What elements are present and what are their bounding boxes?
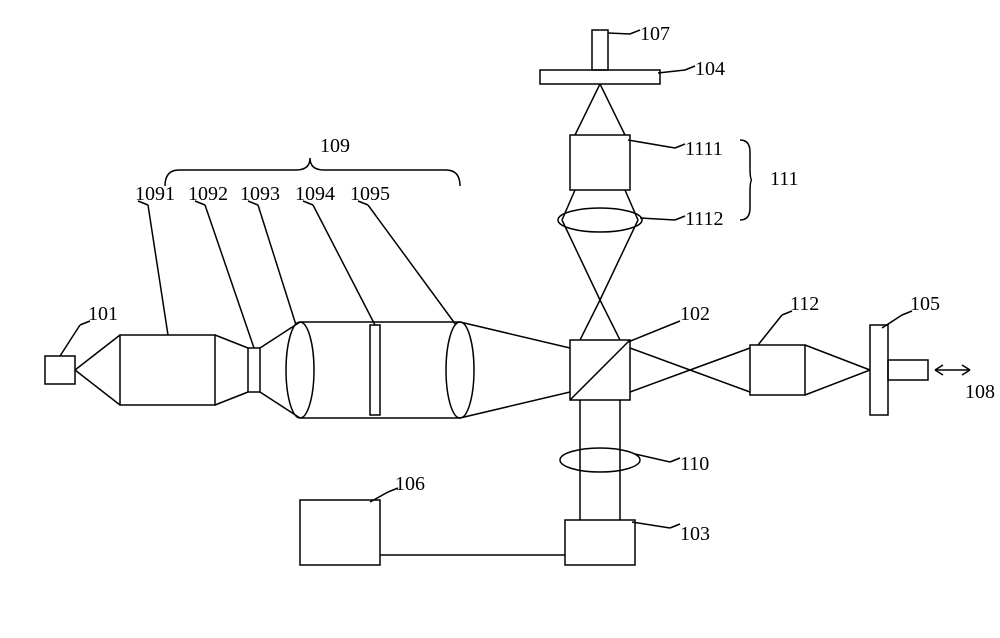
lbl-1111-tick <box>675 144 685 148</box>
lbl-1111-label: 1111 <box>685 138 723 160</box>
lbl-102-label: 102 <box>680 303 710 325</box>
plate-104 <box>540 70 660 84</box>
plate-105 <box>870 325 888 415</box>
lbl-1112-leader <box>640 218 675 220</box>
slit-1092 <box>248 348 260 392</box>
lbl-1094-leader <box>313 205 375 325</box>
lbl-110-label: 110 <box>680 453 709 475</box>
lbl-1094-label: 1094 <box>295 183 335 205</box>
lbl-1092-leader <box>205 205 254 348</box>
stub-107 <box>592 30 608 70</box>
diagram-canvas: 101 109 1091 1092 1093 1094 1095 102 112 105 108 11… <box>0 0 1000 638</box>
lbl-102-leader <box>628 325 670 342</box>
lbl-104-label: 104 <box>695 58 725 80</box>
ray-a-top <box>75 335 120 370</box>
lbl-1112-label: 1112 <box>685 208 724 230</box>
plate-1094 <box>370 325 380 415</box>
beamsplitter-102-diagonal <box>570 340 630 400</box>
lbl-103-tick <box>670 524 680 528</box>
ray-b-top <box>215 335 248 348</box>
lbl-107-leader <box>608 33 630 34</box>
lbl-1095-label: 1095 <box>350 183 390 205</box>
box-1091 <box>120 335 215 405</box>
source-101 <box>45 356 75 384</box>
lbl-105-leader <box>882 315 902 328</box>
lbl-105-label: 105 <box>910 293 940 315</box>
lbl-111: 111 <box>770 168 799 190</box>
lbl-104-tick <box>685 66 695 70</box>
lbl-101-label: 101 <box>88 303 118 325</box>
ray-j-l <box>562 190 575 220</box>
ray-b-bot <box>215 392 248 405</box>
lbl-107-tick <box>630 30 640 34</box>
lbl-1091-leader <box>148 205 168 335</box>
ray-a-bot <box>75 370 120 405</box>
brace-111 <box>740 140 752 220</box>
ray-f-top1 <box>630 348 690 370</box>
lbl-1091-label: 1091 <box>135 183 175 205</box>
box-103 <box>565 520 635 565</box>
stub-108 <box>888 360 928 380</box>
lbl-106-label: 106 <box>395 473 425 495</box>
ray-i-l1 <box>580 300 600 340</box>
lbl-1095-leader <box>368 205 456 325</box>
lbl-110-tick <box>670 458 680 462</box>
ray-k-r <box>600 84 625 135</box>
lbl-107-label: 107 <box>640 23 670 45</box>
box-106 <box>300 500 380 565</box>
lbl-1093-label: 1093 <box>240 183 280 205</box>
lbl-104-leader <box>658 70 685 73</box>
box-1111 <box>570 135 630 190</box>
ray-e-bot <box>460 392 570 418</box>
ray-f-top2 <box>690 370 750 392</box>
lens-1112 <box>558 208 642 232</box>
lens-1093 <box>286 322 314 418</box>
lens-1095 <box>446 322 474 418</box>
ray-c-bot <box>260 392 300 418</box>
lbl-101-leader <box>60 325 80 356</box>
lbl-1111-leader <box>628 140 675 148</box>
ray-g-top <box>805 345 870 370</box>
lens-110 <box>560 448 640 472</box>
lbl-1092-label: 1092 <box>188 183 228 205</box>
lbl-103-leader <box>632 522 670 528</box>
lbl-112-leader <box>758 315 782 345</box>
ray-e-top <box>460 322 570 348</box>
lbl-1093-leader <box>258 205 296 325</box>
ray-f-bot2 <box>690 348 750 370</box>
ray-i-r1 <box>600 300 620 340</box>
ray-c-top <box>260 322 300 348</box>
lbl-1112-tick <box>675 216 685 220</box>
lbl-103-label: 103 <box>680 523 710 545</box>
lbl-108: 108 <box>965 381 995 403</box>
box-112 <box>750 345 805 395</box>
ray-j-r <box>625 190 638 220</box>
ray-k-l <box>575 84 600 135</box>
lbl-102-tick <box>670 321 680 325</box>
brace-109 <box>165 158 460 186</box>
lbl-109: 109 <box>320 135 350 157</box>
ray-g-bot <box>805 370 870 395</box>
lbl-112-label: 112 <box>790 293 819 315</box>
ray-f-bot1 <box>630 370 690 392</box>
